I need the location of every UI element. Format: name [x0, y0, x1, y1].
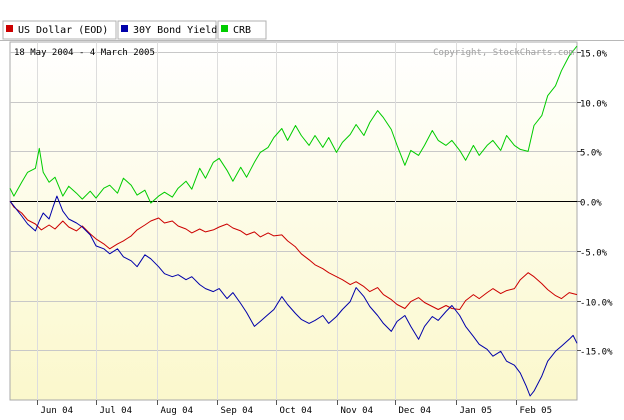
date-range: 18 May 2004 - 4 March 2005: [14, 48, 155, 58]
legend-label: US Dollar (EOD): [18, 25, 108, 36]
x-tick-label: Jun 04: [41, 406, 74, 416]
series-line: [9, 200, 578, 310]
legend-swatch: [121, 25, 128, 32]
copyright-text: Copyright, StockCharts.com: [433, 48, 574, 58]
y-tick-label: 5.0%: [580, 149, 602, 159]
y-tick-label: 10.0%: [580, 100, 608, 110]
plot-area: [9, 41, 578, 401]
legend-swatch: [221, 25, 228, 32]
x-tick-label: Aug 04: [161, 406, 194, 416]
legend-item: CRB: [217, 20, 267, 40]
series-line: [9, 45, 578, 204]
legend-item: 30Y Bond Yield: [117, 20, 217, 40]
x-tick-label: Sep 04: [221, 406, 254, 416]
series-line: [9, 195, 578, 397]
legend-tab: [117, 20, 217, 40]
legend-tab: [2, 20, 117, 40]
legend-label: CRB: [233, 25, 251, 36]
y-axis: 15.0% 10.0% 5.0% 0.0% -5.0% -10.0% -15.0%: [577, 50, 613, 358]
y-tick-label: -10.0%: [580, 299, 613, 309]
series-layer: [9, 45, 578, 397]
x-tick-label: Jan 05: [460, 406, 493, 416]
x-tick-label: Oct 04: [280, 406, 313, 416]
y-tick-label: -5.0%: [580, 249, 608, 259]
y-tick-label: -15.0%: [580, 348, 613, 358]
x-tick-label: Dec 04: [399, 406, 432, 416]
grid: [10, 42, 577, 400]
legend-swatch: [6, 25, 13, 32]
legend-tab: [217, 20, 267, 40]
legend-label: 30Y Bond Yield: [133, 25, 217, 36]
legend: US Dollar (EOD) 30Y Bond Yield CRB: [2, 20, 267, 40]
y-tick-label: 15.0%: [580, 50, 608, 60]
legend-item: US Dollar (EOD): [2, 20, 117, 40]
x-tick-label: Feb 05: [520, 406, 553, 416]
x-tick-label: Jul 04: [100, 406, 133, 416]
x-axis: Jun 04 Jul 04 Aug 04 Sep 04 Oct 04 Nov 04 Dec …: [37, 400, 553, 416]
x-tick-label: Nov 04: [341, 406, 374, 416]
y-tick-label: 0.0%: [580, 199, 602, 209]
